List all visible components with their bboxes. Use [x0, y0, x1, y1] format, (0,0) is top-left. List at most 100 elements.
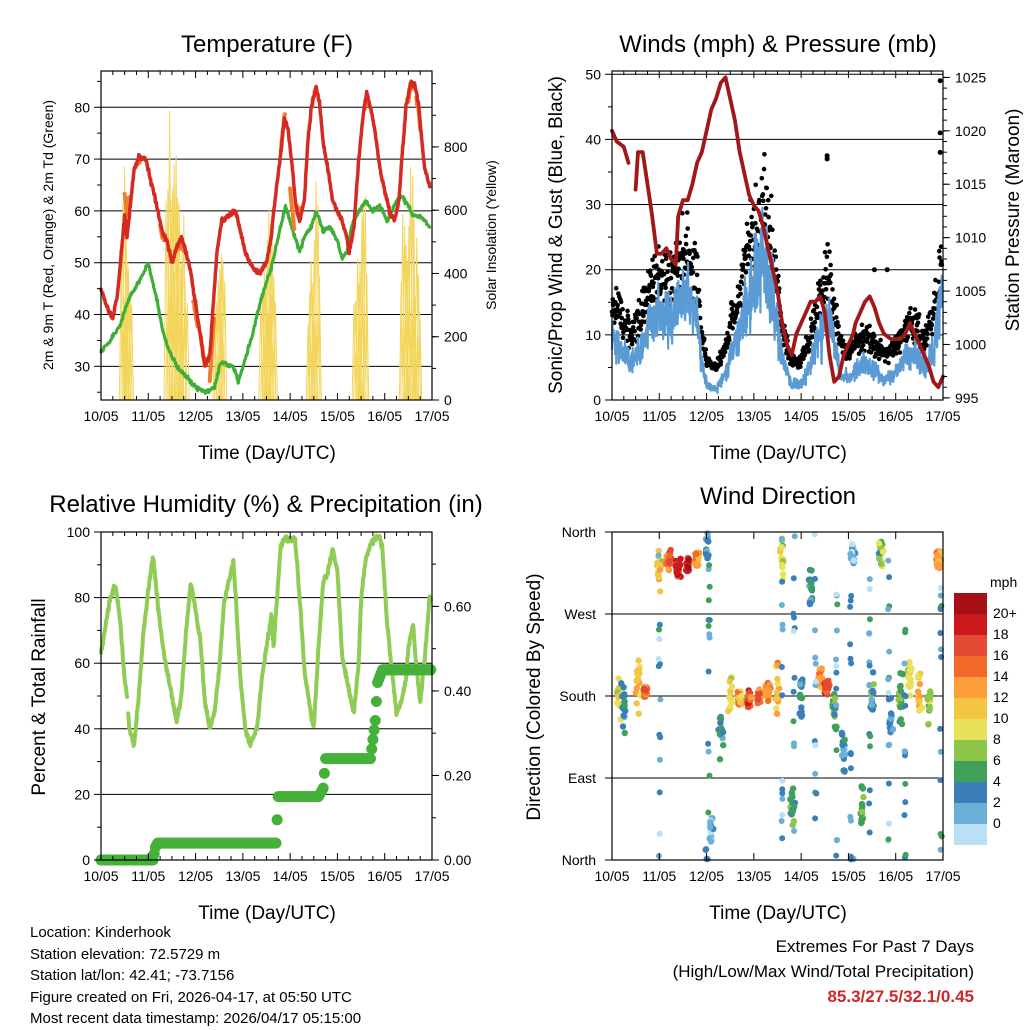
direction-point — [833, 591, 840, 598]
y-right-tick-label: 1005 — [955, 283, 986, 299]
temperature-xlabel: Time (Day/UTC) — [198, 443, 336, 464]
direction-point — [833, 852, 840, 859]
y-tick-label: 10 — [585, 327, 601, 343]
direction-point — [833, 723, 840, 730]
station-info: Location: Kinderhook Station elevation: … — [30, 922, 361, 1030]
gust-point — [683, 241, 689, 247]
direction-point — [849, 541, 856, 548]
y-right-tick-label: 1010 — [955, 230, 986, 246]
direction-point — [778, 544, 786, 551]
direction-point — [778, 664, 785, 670]
direction-point — [706, 583, 713, 590]
gust-point — [618, 299, 624, 305]
direction-point — [906, 667, 914, 674]
info-latlon: Station lat/lon: 42.41; -73.7156 — [30, 967, 235, 984]
gust-point — [743, 270, 749, 275]
direction-point — [806, 599, 814, 607]
humidity-xlabel: Time (Day/UTC) — [198, 903, 336, 924]
info-location: Location: Kinderhook — [30, 924, 171, 941]
gust-point — [753, 220, 758, 226]
direction-point — [812, 575, 818, 582]
gust-point — [697, 315, 703, 321]
direction-point — [796, 691, 804, 698]
direction-point — [778, 602, 785, 608]
direction-point — [937, 606, 944, 613]
precip-point — [317, 782, 329, 794]
direction-point — [839, 741, 846, 749]
direction-point — [866, 829, 873, 836]
direction-point — [790, 628, 797, 634]
direction-point — [869, 669, 877, 676]
colorbar-label: 8 — [993, 731, 1001, 747]
y-tick-label: 20 — [74, 786, 90, 802]
colorbar-swatch — [954, 656, 987, 677]
gust-point — [702, 336, 707, 342]
gust-point — [824, 254, 830, 260]
x-tick-label: 10/05 — [594, 868, 629, 884]
gust-point — [703, 354, 708, 359]
gust-point — [626, 320, 632, 326]
gust-point — [905, 334, 911, 340]
direction-point — [706, 772, 713, 779]
direction-point — [791, 674, 798, 681]
direction-point — [633, 700, 640, 707]
direction-point — [886, 741, 893, 748]
direction-point — [918, 704, 926, 711]
gust-point — [737, 286, 743, 292]
gust-point — [631, 337, 637, 342]
gust-point — [650, 257, 655, 263]
gust-point — [690, 270, 696, 275]
humidity-ylabel-left: Percent & Total Rainfall — [29, 598, 50, 795]
direction-point — [897, 703, 904, 711]
gust-point — [634, 315, 639, 321]
gust-point — [925, 331, 930, 337]
direction-point — [831, 711, 838, 718]
info-created: Figure created on Fri, 2026-04-17, at 05… — [30, 988, 352, 1006]
direction-point — [791, 828, 797, 834]
gust-point — [822, 250, 828, 255]
gust-point — [762, 152, 767, 157]
colorbar-swatch — [954, 761, 987, 782]
direction-point — [705, 809, 712, 816]
direction-point — [787, 796, 794, 803]
gust-point — [798, 360, 804, 366]
direction-point — [774, 675, 781, 683]
direction-point — [867, 733, 874, 740]
x-tick-label: 17/05 — [414, 868, 449, 884]
gust-point — [648, 273, 654, 279]
direction-point — [934, 552, 941, 559]
colorbar-label: 2 — [993, 794, 1001, 810]
gust-point — [868, 350, 874, 355]
gust-point — [828, 272, 834, 277]
gust-point — [759, 175, 765, 181]
direction-point — [847, 765, 854, 772]
gust-point — [907, 310, 912, 316]
direction-point — [866, 616, 873, 623]
direction-tick-label: North — [562, 524, 596, 540]
direction-point — [812, 660, 819, 667]
rh-line — [126, 533, 433, 748]
x-tick-label: 13/05 — [225, 408, 260, 424]
direction-point — [657, 588, 664, 595]
gust-point — [763, 206, 769, 211]
gust-point — [847, 356, 852, 361]
gust-point — [696, 287, 702, 293]
speed-colorbar: mph 20+ 18 16 14 12 10 8 6 4 2 0 — [954, 574, 1017, 845]
gust-point — [734, 310, 740, 315]
colorbar-swatch — [954, 698, 987, 719]
dewpoint-line — [99, 193, 432, 396]
gust-point — [818, 278, 823, 284]
direction-point — [779, 692, 786, 699]
colorbar-swatch — [954, 782, 987, 803]
direction-point — [916, 698, 923, 705]
y-right-tick-label: 1025 — [955, 69, 986, 85]
gust-point — [637, 311, 642, 317]
direction-point — [655, 552, 662, 559]
direction-point — [875, 540, 883, 547]
gust-point — [658, 286, 664, 291]
direction-point — [905, 682, 912, 689]
direction-point — [833, 669, 840, 676]
direction-point — [704, 855, 711, 863]
gust-point — [808, 316, 814, 322]
gust-point — [683, 251, 688, 256]
